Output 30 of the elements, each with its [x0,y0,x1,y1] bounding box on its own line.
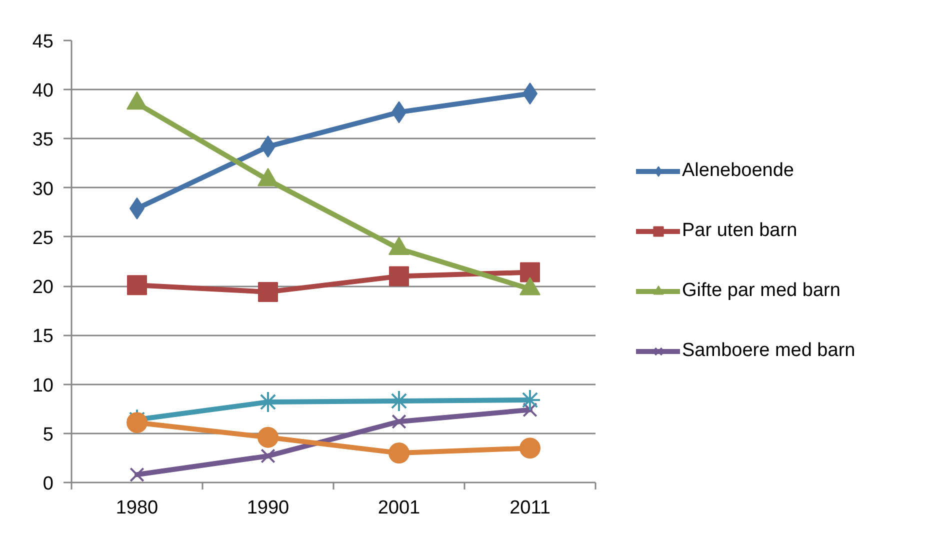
legend-label: Par uten barn [682,220,798,242]
y-tick-label: 45 [32,32,54,52]
y-tick-label: 25 [32,228,54,249]
y-tick-label: 30 [32,178,54,200]
y-tick-label: 40 [32,80,54,102]
legend-label: Gifte par med barn [682,280,840,302]
point [392,414,406,429]
y-tick-label: 35 [32,130,54,151]
point [130,467,144,482]
point [260,448,276,464]
point [258,282,278,302]
point [520,262,540,282]
legend-label: Samboere med barn [682,340,856,362]
point [258,426,278,448]
y-tick-label: 15 [32,326,54,348]
point [126,412,148,434]
point [127,275,147,296]
y-tick-label: 0 [42,474,54,494]
x-tick-label: 2011 [510,498,550,518]
point [388,442,410,464]
point [522,402,538,418]
x-tick-label: 2001 [378,498,420,518]
legend-label: Aleneboende [682,160,794,182]
y-tick-label: 5 [42,424,54,446]
x-tick-label: 1980 [116,498,158,518]
y-tick-label: 10 [32,375,54,396]
x-tick-label: 1990 [246,498,290,518]
point [389,266,409,286]
point [520,438,540,459]
y-tick-label: 20 [32,277,54,298]
